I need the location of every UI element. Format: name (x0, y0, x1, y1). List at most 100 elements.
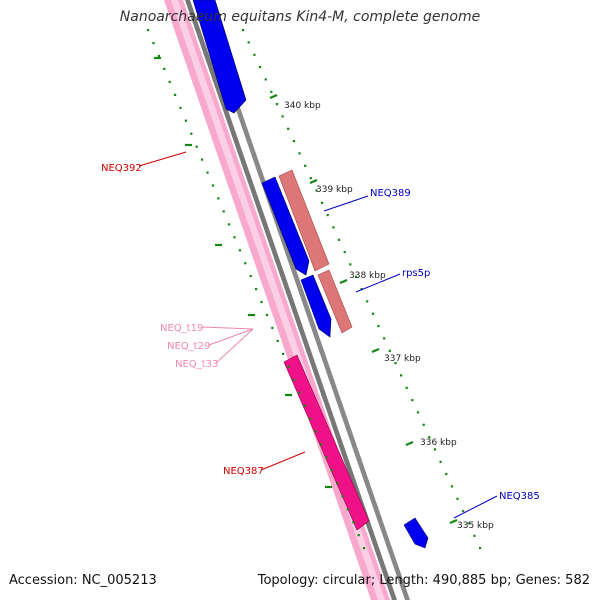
inner-guide-dot (184, 119, 187, 122)
inner-guide-dot (330, 469, 333, 472)
inner-guide-dot (233, 236, 236, 239)
feature-label-neq392[interactable]: NEQ392 (101, 163, 142, 174)
inner-guide-dot (255, 288, 258, 291)
genome-summary-text: Topology: circular; Length: 490,885 bp; … (257, 573, 590, 588)
outer-guide-dot (275, 103, 279, 106)
outer-guide-dot (422, 423, 425, 426)
tick-337kbp (371, 347, 380, 354)
tick-340kbp (269, 93, 278, 100)
tick-338kbp (339, 278, 348, 285)
inner-guide-dot (244, 262, 247, 265)
feature-labels: NEQ392 NEQ389 rps5p NEQ_t19 NEQ_t29 NEQ_… (101, 163, 540, 502)
outer-guide-dot (315, 189, 318, 192)
feature-label-rps5p[interactable]: rps5p (402, 268, 430, 279)
inner-guide-dot (336, 482, 339, 485)
inner-guide-dot (346, 508, 349, 511)
outer-guide-dot (377, 325, 380, 328)
outer-guide-dot (304, 164, 307, 167)
leader-neq392 (138, 151, 187, 167)
outer-guide-dot (479, 547, 482, 550)
outer-guide-dot (309, 177, 312, 180)
tick-label: 339 kbp (316, 185, 353, 195)
gene-arrow-rps5p[interactable] (300, 274, 332, 338)
leader-neq389 (323, 195, 369, 212)
outer-guide-dot (253, 53, 256, 56)
feature-label-neq389[interactable]: NEQ389 (370, 188, 411, 199)
outer-guide-dot (292, 140, 295, 143)
outer-guide-dot (321, 201, 324, 204)
inner-guide-dot (298, 391, 301, 394)
rrna-genes (278, 169, 353, 334)
inner-guide-dot (217, 197, 220, 200)
inner-guide-dot (174, 93, 177, 96)
inner-guide-dot (152, 42, 155, 45)
outer-guide-dot (428, 436, 431, 439)
outer-guide-dot (366, 300, 369, 303)
outer-guide-dot (405, 386, 408, 389)
rrna-block-lower[interactable] (317, 269, 353, 334)
outer-guide-dot (450, 485, 453, 488)
inner-guide-dot (201, 158, 204, 161)
dotted-guides (147, 29, 482, 550)
inner-guide-dot (211, 184, 214, 187)
inner-guide-dot (314, 430, 317, 433)
tick-label: 335 kbp (457, 521, 494, 531)
inner-guide-dot (238, 249, 241, 252)
outer-guide-dot (439, 460, 442, 463)
outer-guide-dot (411, 399, 414, 402)
inner-guide-dot (228, 223, 231, 226)
outer-guide-dot (349, 263, 352, 266)
tick-label: 336 kbp (420, 438, 457, 448)
inner-guide-dot (179, 106, 182, 109)
outer-guide-dot (416, 411, 420, 414)
outer-guide-dot (394, 362, 397, 365)
outer-guide-dot (462, 510, 465, 513)
inner-guide-dot (363, 547, 366, 550)
rrna-block-upper[interactable] (278, 169, 330, 272)
inner-guide-dot (260, 300, 263, 304)
feature-label-neq-t19[interactable]: NEQ_t19 (160, 323, 203, 334)
feature-label-neq-t29[interactable]: NEQ_t29 (167, 341, 210, 352)
inner-guide-dot (222, 210, 225, 213)
feature-label-neq387[interactable]: NEQ387 (223, 466, 264, 477)
outer-guide-dot (264, 78, 267, 81)
tick-label: 340 kbp (284, 101, 321, 111)
outer-guide-dot (354, 275, 358, 278)
tick-335kbp (449, 518, 458, 525)
inner-guide-dot (147, 29, 150, 32)
gene-arrow-neq385[interactable] (403, 517, 429, 549)
inner-guide-dot (352, 521, 355, 524)
label-leaders (138, 151, 498, 519)
accession-text: Accession: NC_005213 (9, 573, 157, 588)
outer-guide-dot (287, 127, 290, 130)
outer-guide-dot (456, 497, 459, 500)
forward-genes (192, 0, 429, 549)
inner-guide-dot (287, 365, 290, 368)
gene-arrow-neq390[interactable] (192, 0, 247, 114)
tick-labels: 340 kbp 339 kbp 338 kbp 337 kbp 336 kbp … (284, 101, 494, 531)
outer-guide-dot (242, 29, 245, 32)
gene-block-neq387[interactable] (283, 354, 370, 531)
leader-neq-t29 (208, 328, 254, 346)
inner-guide-dot (168, 80, 171, 83)
inner-guide-dot (249, 275, 252, 278)
inner-guide-dot (292, 378, 295, 381)
inner-guide-dot (282, 352, 285, 355)
inner-guide-dot (325, 456, 328, 459)
outer-guide-dot (281, 115, 284, 118)
inner-guide-dot (271, 326, 274, 329)
outer-guide-dot (298, 152, 301, 155)
outer-guide-dot (258, 66, 262, 69)
map-title: Nanoarchaeum equitans Kin4-M, complete g… (119, 9, 481, 25)
inner-guide-dot (163, 67, 166, 70)
inner-guide-dot (319, 443, 322, 446)
inner-guide-dot (357, 534, 360, 537)
outer-guide-dot (326, 214, 329, 217)
gene-arrow-neq389[interactable] (261, 176, 310, 276)
tick-label: 337 kbp (384, 354, 421, 364)
feature-label-neq385[interactable]: NEQ385 (499, 491, 540, 502)
feature-label-neq-t33[interactable]: NEQ_t33 (175, 359, 218, 370)
leader-neq387 (260, 451, 306, 471)
leader-neq-t19 (201, 326, 254, 330)
